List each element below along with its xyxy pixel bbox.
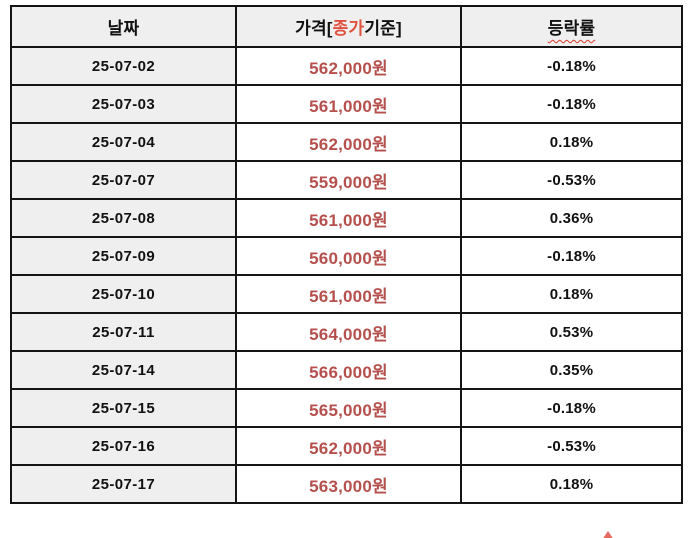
table-row: 25-07-07 559,000원 -0.53% bbox=[10, 160, 683, 200]
header-price-prefix: 가격[ bbox=[295, 19, 333, 38]
header-row: 날짜 가격[종가기준] 등락률 bbox=[10, 5, 683, 48]
date-cell: 25-07-17 bbox=[10, 464, 237, 504]
date-cell: 25-07-11 bbox=[10, 312, 237, 352]
change-cell: 0.18% bbox=[460, 274, 683, 314]
change-cell: -0.53% bbox=[460, 426, 683, 466]
price-cell: 563,000원 bbox=[235, 464, 462, 504]
change-cell: 0.36% bbox=[460, 198, 683, 238]
change-cell: 0.18% bbox=[460, 464, 683, 504]
header-price: 가격[종가기준] bbox=[235, 5, 462, 48]
date-cell: 25-07-07 bbox=[10, 160, 237, 200]
table-body: 25-07-02 562,000원 -0.18% 25-07-03 561,000원 -0… bbox=[10, 46, 683, 504]
change-cell: -0.18% bbox=[460, 236, 683, 276]
table-row: 25-07-15 565,000원 -0.18% bbox=[10, 388, 683, 428]
price-cell: 566,000원 bbox=[235, 350, 462, 390]
price-cell: 561,000원 bbox=[235, 198, 462, 238]
date-cell: 25-07-03 bbox=[10, 84, 237, 124]
change-cell: -0.18% bbox=[460, 84, 683, 124]
date-cell: 25-07-02 bbox=[10, 46, 237, 86]
price-cell: 559,000원 bbox=[235, 160, 462, 200]
date-cell: 25-07-09 bbox=[10, 236, 237, 276]
date-cell: 25-07-04 bbox=[10, 122, 237, 162]
change-cell: -0.18% bbox=[460, 46, 683, 86]
stock-price-table: 날짜 가격[종가기준] 등락률 25-07-02 562,000원 -0.18% 25… bbox=[10, 5, 683, 504]
price-cell: 565,000원 bbox=[235, 388, 462, 428]
header-change-label: 등락률 bbox=[547, 19, 596, 38]
table-row: 25-07-08 561,000원 0.36% bbox=[10, 198, 683, 238]
date-cell: 25-07-15 bbox=[10, 388, 237, 428]
date-cell: 25-07-14 bbox=[10, 350, 237, 390]
table-row: 25-07-16 562,000원 -0.53% bbox=[10, 426, 683, 466]
header-price-suffix: 기준] bbox=[364, 19, 402, 38]
price-cell: 560,000원 bbox=[235, 236, 462, 276]
table-row: 25-07-02 562,000원 -0.18% bbox=[10, 46, 683, 86]
date-cell: 25-07-16 bbox=[10, 426, 237, 466]
price-cell: 562,000원 bbox=[235, 46, 462, 86]
table-row: 25-07-17 563,000원 0.18% bbox=[10, 464, 683, 504]
change-cell: 0.35% bbox=[460, 350, 683, 390]
table-header: 날짜 가격[종가기준] 등락률 bbox=[10, 5, 683, 48]
header-price-highlight: 종가 bbox=[332, 19, 365, 38]
header-date: 날짜 bbox=[10, 5, 237, 48]
table-row: 25-07-14 566,000원 0.35% bbox=[10, 350, 683, 390]
change-cell: 0.18% bbox=[460, 122, 683, 162]
table-row: 25-07-04 562,000원 0.18% bbox=[10, 122, 683, 162]
table-row: 25-07-03 561,000원 -0.18% bbox=[10, 84, 683, 124]
table-row: 25-07-11 564,000원 0.53% bbox=[10, 312, 683, 352]
price-cell: 562,000원 bbox=[235, 122, 462, 162]
date-cell: 25-07-10 bbox=[10, 274, 237, 314]
price-cell: 564,000원 bbox=[235, 312, 462, 352]
price-cell: 561,000원 bbox=[235, 84, 462, 124]
change-cell: -0.53% bbox=[460, 160, 683, 200]
price-cell: 561,000원 bbox=[235, 274, 462, 314]
change-cell: 0.53% bbox=[460, 312, 683, 352]
table-row: 25-07-09 560,000원 -0.18% bbox=[10, 236, 683, 276]
header-change: 등락률 bbox=[460, 5, 683, 48]
header-date-label: 날짜 bbox=[107, 19, 140, 38]
price-cell: 562,000원 bbox=[235, 426, 462, 466]
red-arrow-artifact bbox=[602, 531, 614, 538]
date-cell: 25-07-08 bbox=[10, 198, 237, 238]
change-cell: -0.18% bbox=[460, 388, 683, 428]
table-row: 25-07-10 561,000원 0.18% bbox=[10, 274, 683, 314]
